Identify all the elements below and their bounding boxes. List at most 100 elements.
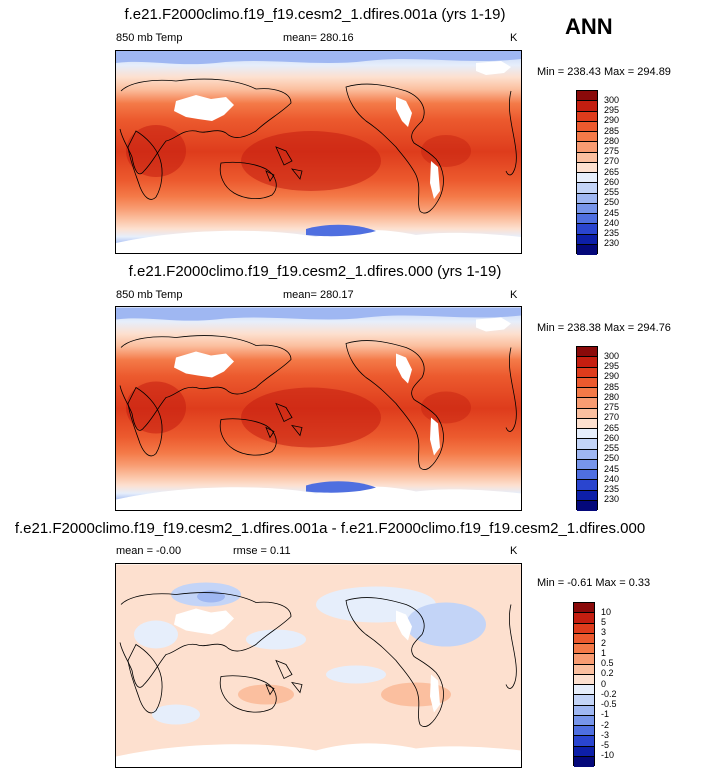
panel-3-colorbar-tick: -1 [601, 709, 610, 719]
panel-2-colorbar-tick: 295 [604, 361, 620, 371]
panel-3-map-graphic [116, 564, 521, 767]
panel-1-colorbar-cell [577, 91, 597, 102]
panel-2-colorbar-cell [577, 357, 597, 368]
panel-2-colorbar: 300 295 290 285 280 275 270 265 260 255 … [576, 346, 619, 511]
panel-3-colorbar-cell [574, 726, 594, 737]
panel-2-colorbar-cells [576, 346, 598, 511]
panel-1-map-graphic [116, 51, 521, 253]
panel-3-colorbar-cell [574, 603, 594, 614]
panel-2-colorbar-tick: 280 [604, 392, 620, 402]
panel-3-colorbar-cell [574, 756, 594, 767]
panel-3-colorbar-tick: -3 [601, 730, 610, 740]
panel-2-colorbar-cell [577, 449, 597, 460]
panel-3-colorbar-cell [574, 644, 594, 655]
panel-1-colorbar-cell [577, 183, 597, 194]
panel-1-colorbar-tick: 275 [604, 146, 620, 156]
panel-1-colorbar-tick: 235 [604, 228, 620, 238]
panel-3-colorbar-cell [574, 613, 594, 624]
panel-3-colorbar-tick: 3 [601, 627, 607, 637]
panel-3-colorbar-cell [574, 633, 594, 644]
panel-3-colorbar-cell [574, 654, 594, 665]
panel-1-units: K [510, 32, 518, 44]
panel-2-colorbar-cell [577, 408, 597, 419]
panel-1-colorbar-cell [577, 224, 597, 235]
panel-2-colorbar-cell [577, 439, 597, 450]
panel-3-colorbar-tick: 0 [601, 679, 607, 689]
panel-3-colorbar-tick: -2 [601, 720, 610, 730]
panel-2-variable: 850 mb Temp [116, 289, 183, 301]
panel-3-colorbar-cell [574, 715, 594, 726]
panel-2-colorbar-cell [577, 500, 597, 511]
panel-2-colorbar-cell [577, 459, 597, 470]
panel-1-colorbar-cell [577, 214, 597, 225]
panel-2-map [115, 306, 522, 511]
panel-1-colorbar-tick: 265 [604, 167, 620, 177]
panel-2-colorbar-tick: 270 [604, 412, 620, 422]
panel-3-colorbar-cell [574, 623, 594, 634]
panel-2-colorbar-tick: 250 [604, 453, 620, 463]
panel-1-colorbar-tick: 230 [604, 238, 620, 248]
panel-2-colorbar-tick: 240 [604, 474, 620, 484]
panel-1-colorbar-tick: 285 [604, 126, 620, 136]
panel-3-mean: mean = -0.00 [116, 545, 182, 557]
panel-3-colorbar-tick: 5 [601, 617, 607, 627]
panel-1-minmax: Min = 238.43 Max = 294.89 [537, 66, 671, 78]
panel-3-colorbar-tick: -0.2 [601, 689, 617, 699]
panel-1-colorbar-cell [577, 132, 597, 143]
panel-1-colorbar-cells [576, 90, 598, 255]
panel-1-colorbar-tick: 280 [604, 136, 620, 146]
panel-1-mean: mean= 280.16 [283, 32, 354, 44]
panel-1-colorbar-cell [577, 203, 597, 214]
panel-2-colorbar-tick: 290 [604, 371, 620, 381]
panel-3-colorbar-tick: 0.2 [601, 668, 614, 678]
panel-1-colorbar-tick: 300 [604, 95, 620, 105]
panel-3-colorbar-tick: -0.5 [601, 699, 617, 709]
panel-1-colorbar-cell [577, 162, 597, 173]
panel-2-colorbar-cell [577, 418, 597, 429]
panel-3-colorbar-cell [574, 736, 594, 747]
panel-2-colorbar-tick: 265 [604, 423, 620, 433]
panel-3-colorbar-cell [574, 674, 594, 685]
panel-2-colorbar-cell [577, 388, 597, 399]
panel-2-colorbar-tick: 235 [604, 484, 620, 494]
panel-2-colorbar-cell [577, 398, 597, 409]
panel-3-minmax: Min = -0.61 Max = 0.33 [537, 577, 651, 589]
panel-2-title: f.e21.F2000climo.f19_f19.cesm2_1.dfires.… [128, 263, 502, 280]
panel-3-colorbar-cell [574, 685, 594, 696]
panel-1-variable: 850 mb Temp [116, 32, 183, 44]
panel-1-colorbar-cell [577, 101, 597, 112]
panel-3-colorbar-tick: 0.5 [601, 658, 614, 668]
panel-3-map [115, 563, 522, 768]
panel-1-colorbar-cell [577, 152, 597, 163]
panel-3-colorbar: 10 5 3 2 1 0.5 0.2 0 -0.2 -0.5 -1 -2 -3 … [573, 602, 617, 767]
panel-3-rmse: rmse = 0.11 [233, 545, 291, 557]
panel-2-colorbar-tick: 300 [604, 351, 620, 361]
panel-3-colorbar-tick: -5 [601, 740, 610, 750]
panel-2-colorbar-tick: 230 [604, 494, 620, 504]
panel-3-colorbar-tick: 10 [601, 607, 612, 617]
panel-3-colorbar-cell [574, 746, 594, 757]
panel-3-colorbar-cell [574, 695, 594, 706]
panel-2-colorbar-cell [577, 470, 597, 481]
panel-2-colorbar-cell [577, 429, 597, 440]
panel-1-colorbar-cell [577, 193, 597, 204]
panel-1-colorbar-cell [577, 234, 597, 245]
panel-3-colorbar-cell [574, 705, 594, 716]
panel-2-colorbar-cell [577, 347, 597, 358]
panel-2-colorbar-cell [577, 490, 597, 501]
panel-3-colorbar-tick: 2 [601, 638, 607, 648]
panel-1-colorbar-cell [577, 121, 597, 132]
panel-2-units: K [510, 289, 518, 301]
panel-1-title: f.e21.F2000climo.f19_f19.cesm2_1.dfires.… [124, 6, 506, 23]
panel-1-colorbar-cell [577, 111, 597, 122]
panel-2-colorbar-tick: 255 [604, 443, 620, 453]
panel-1-colorbar-tick: 270 [604, 156, 620, 166]
panel-1-colorbar-tick: 260 [604, 177, 620, 187]
panel-2-colorbar-tick: 260 [604, 433, 620, 443]
panel-1-colorbar-tick: 245 [604, 208, 620, 218]
panel-2-colorbar-tick: 275 [604, 402, 620, 412]
panel-3-title: f.e21.F2000climo.f19_f19.cesm2_1.dfires.… [14, 520, 646, 537]
panel-2-colorbar-tick: 245 [604, 464, 620, 474]
panel-2-colorbar-tick: 285 [604, 382, 620, 392]
panel-1-colorbar-tick: 290 [604, 115, 620, 125]
